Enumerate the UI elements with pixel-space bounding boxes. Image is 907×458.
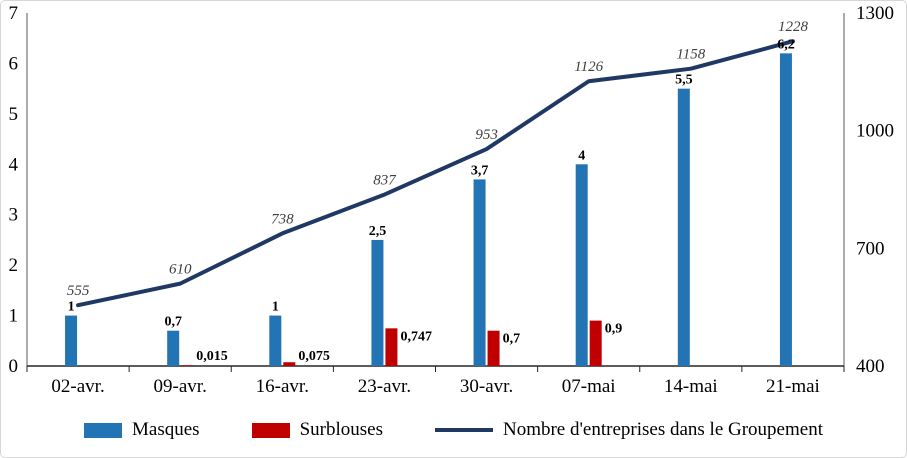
right-axis-tick-label: 1000 (856, 121, 894, 142)
x-axis-label: 07-mai (562, 376, 616, 397)
bar-masques (167, 330, 180, 366)
line-entreprises (76, 39, 795, 308)
x-axis-label: 21-mai (766, 376, 820, 397)
bar-surblouses (181, 365, 194, 366)
x-axis-label: 23-avr. (358, 376, 411, 397)
legend: Masques Surblouses Nombre d'entreprises … (1, 419, 906, 441)
x-axis-label: 30-avr. (460, 376, 513, 397)
label-masques: 3,7 (471, 163, 489, 178)
label-surblouses: 0,9 (605, 322, 623, 337)
label-surblouses: 0,075 (298, 349, 330, 364)
label-entreprises: 1126 (574, 59, 603, 75)
left-axis-tick-label: 6 (9, 53, 19, 74)
chart-svg: 0 1 2 3 4 5 6 7 400 700 1000 1300 02-avr. 09-avr. 16-a… (9, 3, 895, 397)
legend-swatch-surblouses (251, 422, 290, 438)
label-surblouses: 0,015 (196, 349, 228, 364)
bar-surblouses (487, 330, 500, 366)
right-axis-tick-label: 1300 (856, 3, 894, 24)
label-masques: 2,5 (369, 224, 387, 239)
x-axis-label: 09-avr. (154, 376, 207, 397)
bar-masques (371, 239, 384, 366)
legend-label-masques: Masques (132, 419, 200, 440)
label-masques: 1 (68, 300, 75, 315)
legend-item-masques[interactable]: Masques (84, 419, 200, 441)
left-axis-tick-label: 0 (9, 356, 19, 377)
bar-masques (473, 179, 486, 366)
label-masques: 0,7 (164, 315, 182, 330)
label-surblouses: 0,747 (400, 329, 432, 344)
legend-label-surblouses: Surblouses (299, 419, 383, 440)
bar-masques (575, 164, 588, 366)
label-masques: 6,2 (777, 37, 795, 52)
legend-swatch-entreprises-line (434, 428, 493, 432)
label-surblouses: 0,7 (503, 332, 521, 347)
left-axis-tick-label: 1 (9, 306, 19, 327)
x-axis-label: 16-avr. (256, 376, 309, 397)
bar-surblouses (589, 320, 602, 366)
left-axis-tick-label: 4 (9, 154, 19, 175)
left-axis-tick-label: 5 (9, 104, 19, 125)
bar-masques (677, 88, 690, 367)
left-axis-tick-label: 7 (9, 3, 19, 24)
label-masques: 1 (272, 300, 279, 315)
left-axis-tick-label: 2 (9, 255, 19, 276)
label-entreprises: 610 (169, 262, 192, 278)
legend-swatch-masques (84, 422, 123, 438)
legend-item-surblouses[interactable]: Surblouses (251, 419, 383, 441)
legend-item-entreprises[interactable]: Nombre d'entreprises dans le Groupement (434, 419, 823, 441)
label-entreprises: 1228 (778, 19, 809, 35)
label-masques: 4 (578, 148, 585, 163)
bar-masques (779, 53, 792, 366)
left-axis-tick-label: 3 (9, 205, 19, 226)
label-masques: 5,5 (675, 73, 693, 88)
legend-label-entreprises: Nombre d'entreprises dans le Groupement (502, 419, 823, 440)
label-entreprises: 837 (373, 173, 397, 189)
bar-masques (269, 315, 282, 366)
label-entreprises: 953 (475, 127, 498, 143)
right-axis-tick-label: 400 (856, 356, 885, 377)
label-entreprises: 738 (271, 211, 294, 227)
right-axis-tick-label: 700 (856, 238, 885, 259)
x-axis-label: 02-avr. (51, 376, 104, 397)
label-entreprises: 555 (67, 283, 90, 299)
x-axis-label: 14-mai (664, 376, 718, 397)
label-entreprises: 1158 (676, 47, 705, 63)
bar-surblouses (283, 362, 296, 366)
bar-masques (65, 315, 78, 366)
bar-surblouses (385, 328, 398, 366)
